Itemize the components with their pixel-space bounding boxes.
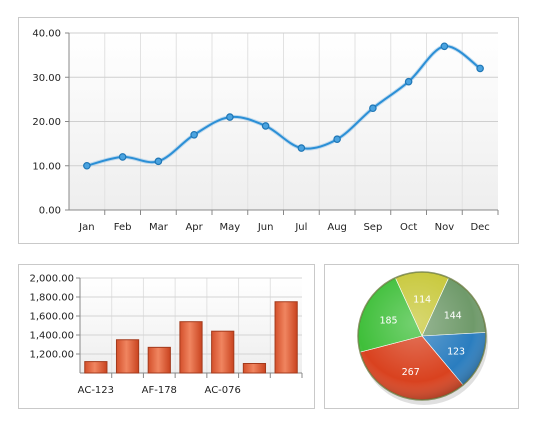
bar-chart-panel: 1,200.00 1,400.00 1,600.00 1,800.00 2,000.00… bbox=[18, 264, 315, 409]
data-point bbox=[476, 64, 484, 73]
line-chart: 0.00 10.00 20.00 30.00 40.00 Jan Feb Mar Apr May J… bbox=[32, 29, 499, 233]
data-point bbox=[118, 153, 127, 161]
pie-chart: 114144123267185 bbox=[357, 271, 488, 405]
data-point bbox=[261, 122, 270, 130]
y-tick-label: 30.00 bbox=[32, 73, 61, 84]
x-tick-label: Mar bbox=[149, 222, 169, 233]
y-tick-label: 10.00 bbox=[32, 161, 61, 172]
bar bbox=[242, 363, 267, 374]
x-tick-label: Dec bbox=[470, 222, 489, 233]
data-point bbox=[226, 113, 234, 121]
pie-shading bbox=[358, 272, 486, 400]
x-tick-label: Jul bbox=[294, 222, 307, 233]
x-tick-label: Nov bbox=[435, 222, 455, 233]
bar bbox=[115, 339, 140, 374]
bar bbox=[274, 301, 298, 374]
y-tick-label: 40.00 bbox=[32, 29, 61, 40]
x-tick-label: Aug bbox=[327, 222, 347, 233]
pie-chart-panel: 114144123267185 bbox=[324, 264, 519, 409]
y-tick-label: 20.00 bbox=[32, 117, 61, 128]
data-point bbox=[333, 135, 341, 144]
y-tick-label: 1,800.00 bbox=[29, 293, 74, 304]
data-point bbox=[83, 161, 91, 170]
pie-rim bbox=[357, 271, 487, 401]
bar bbox=[179, 321, 203, 374]
bar bbox=[147, 346, 171, 374]
y-tick-label: 1,600.00 bbox=[29, 312, 74, 323]
x-tick-label: Jun bbox=[257, 222, 274, 233]
x-tick-label: Sep bbox=[363, 222, 382, 233]
data-point bbox=[190, 130, 198, 139]
data-point bbox=[404, 77, 413, 86]
x-tick-label: Jan bbox=[78, 222, 94, 233]
x-tick-label: AC-076 bbox=[205, 385, 241, 396]
data-point bbox=[440, 42, 449, 51]
y-tick-label: 2,000.00 bbox=[29, 274, 74, 285]
bar bbox=[211, 330, 235, 374]
bar-chart: 1,200.00 1,400.00 1,600.00 1,800.00 2,000.00… bbox=[29, 274, 303, 396]
data-point bbox=[297, 144, 306, 152]
line-chart-panel: 0.00 10.00 20.00 30.00 40.00 Jan Feb Mar Apr May J… bbox=[18, 17, 519, 244]
data-point bbox=[154, 157, 163, 166]
data-point bbox=[369, 104, 377, 113]
x-tick-label: AC-123 bbox=[78, 385, 114, 396]
bar bbox=[84, 361, 108, 374]
x-tick-label: AF-178 bbox=[142, 385, 177, 396]
y-tick-label: 0.00 bbox=[39, 206, 61, 217]
x-tick-label: Apr bbox=[185, 222, 203, 233]
y-tick-label: 1,200.00 bbox=[29, 350, 74, 361]
x-tick-label: Oct bbox=[400, 222, 417, 233]
x-tick-label: May bbox=[220, 222, 241, 233]
y-tick-label: 1,400.00 bbox=[29, 331, 74, 342]
x-tick-label: Feb bbox=[114, 222, 132, 233]
